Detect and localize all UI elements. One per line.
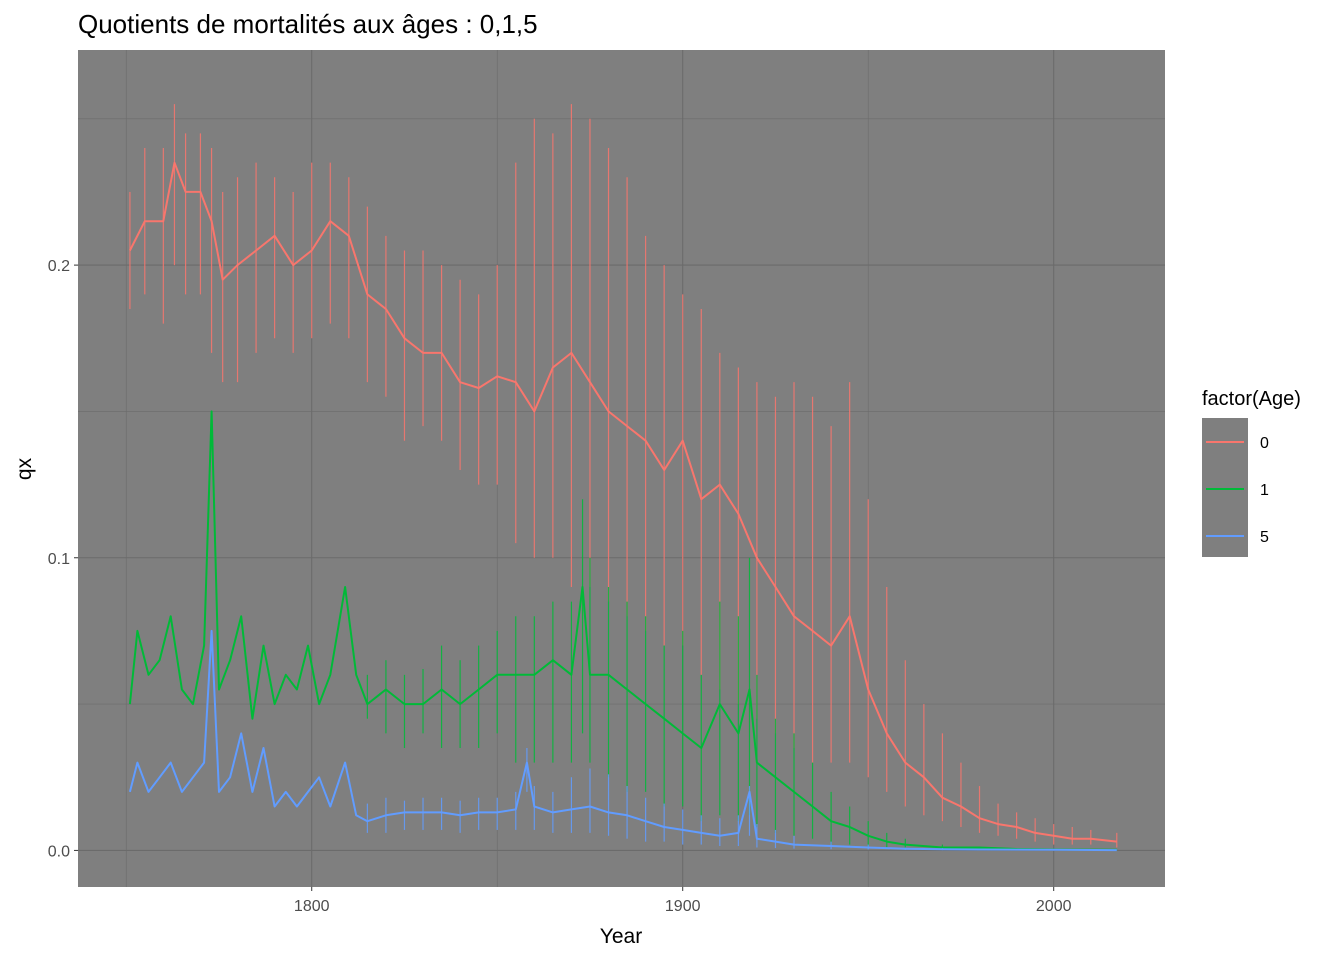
x-tick-label: 1900	[665, 898, 701, 915]
legend-label-5: 5	[1260, 529, 1269, 546]
series-line	[129, 161, 1117, 843]
x-tick-label: 2000	[1036, 898, 1072, 915]
series-5	[128, 629, 1118, 852]
series-layer	[128, 104, 1118, 852]
y-axis-title: qx	[13, 457, 36, 480]
y-tick-label: 0.0	[48, 843, 70, 860]
x-axis: 1800 1900 2000	[294, 887, 1072, 915]
legend-label-0: 0	[1260, 435, 1269, 452]
legend-title: factor(Age)	[1202, 388, 1301, 410]
series-1	[128, 410, 1118, 851]
legend: factor(Age) 0 1 5	[1202, 388, 1301, 557]
y-tick-label: 0.1	[48, 551, 70, 568]
y-axis: 0.0 0.1 0.2	[48, 258, 78, 860]
x-tick-label: 1800	[294, 898, 330, 915]
legend-label-1: 1	[1260, 482, 1269, 499]
y-tick-label: 0.2	[48, 258, 70, 275]
series-line	[128, 410, 1117, 851]
x-axis-title: Year	[600, 925, 642, 948]
chart-title: Quotients de mortalités aux âges : 0,1,5	[78, 9, 538, 39]
series-line	[128, 629, 1117, 852]
plot-panel	[78, 50, 1165, 887]
series-0	[129, 104, 1118, 848]
